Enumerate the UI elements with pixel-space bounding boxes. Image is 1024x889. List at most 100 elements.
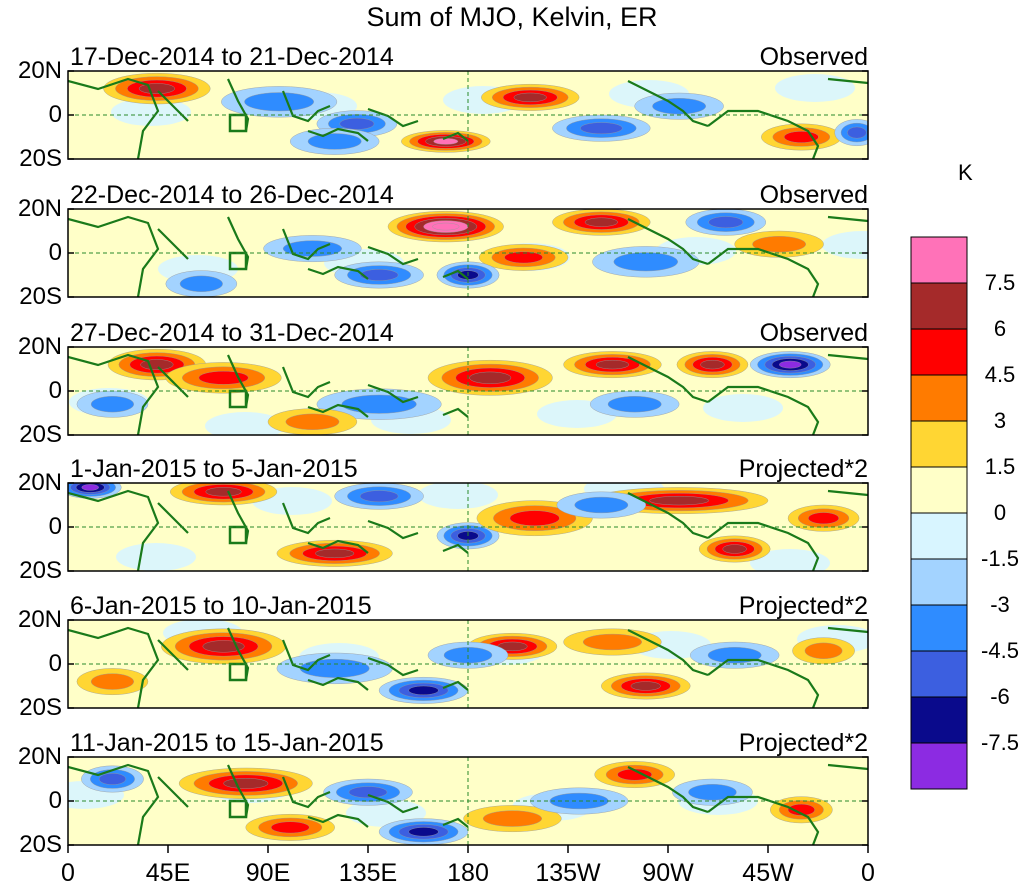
anomaly-contour bbox=[700, 360, 725, 370]
anomaly-contour bbox=[339, 117, 375, 130]
anomaly-contour bbox=[787, 803, 815, 816]
coastline bbox=[707, 247, 820, 297]
anomaly-contour bbox=[205, 487, 242, 497]
anomaly-contour bbox=[513, 92, 547, 103]
y-axis-label: 20N bbox=[17, 469, 62, 496]
panel-label: Observed bbox=[759, 319, 868, 347]
colorbar-swatch bbox=[910, 466, 968, 514]
colorbar-unit: K bbox=[958, 160, 973, 185]
anomaly-background-blob bbox=[429, 757, 509, 784]
colorbar-level-label: -7.5 bbox=[981, 730, 1019, 755]
panel-label: Projected*2 bbox=[738, 729, 868, 757]
coastline bbox=[827, 626, 868, 634]
anomaly-contour bbox=[722, 544, 747, 554]
colorbar-level-label: 4.5 bbox=[984, 362, 1016, 387]
anomaly-contour bbox=[348, 786, 388, 799]
coastline bbox=[157, 776, 189, 808]
anomaly-contour bbox=[617, 768, 653, 781]
colorbar-swatch bbox=[910, 742, 968, 790]
anomaly-contour bbox=[808, 512, 839, 525]
panel-date-range: 22-Dec-2014 to 26-Dec-2014 bbox=[70, 181, 394, 209]
anomaly-background-blob bbox=[116, 543, 196, 571]
anomaly-contour bbox=[630, 681, 661, 691]
colorbar-swatch bbox=[910, 374, 968, 422]
coastline bbox=[367, 519, 419, 540]
coastline bbox=[281, 228, 331, 261]
coastline bbox=[827, 763, 868, 771]
coastline bbox=[442, 680, 469, 691]
anomaly-background-blob bbox=[216, 686, 296, 708]
colorbar-level-label: 3 bbox=[993, 408, 1007, 433]
y-axis-label: 0 bbox=[48, 787, 62, 814]
anomaly-contour bbox=[652, 98, 706, 115]
anomaly-contour bbox=[708, 216, 744, 229]
anomaly-contour bbox=[504, 251, 543, 264]
anomaly-background-blob bbox=[703, 394, 783, 422]
anomaly-contour bbox=[81, 484, 99, 491]
coastline bbox=[68, 353, 160, 435]
coastline bbox=[367, 793, 419, 814]
coastline bbox=[707, 385, 820, 435]
panel-label: Projected*2 bbox=[738, 592, 868, 620]
anomaly-contour bbox=[688, 784, 737, 801]
coastline bbox=[281, 366, 331, 399]
coastline bbox=[707, 109, 820, 159]
y-axis-label: 20S bbox=[19, 694, 62, 721]
anomaly-background-blob bbox=[761, 824, 841, 845]
y-axis-label: 20S bbox=[19, 831, 62, 858]
colorbar-level-label: 6 bbox=[993, 316, 1007, 341]
y-axis-label: 20N bbox=[17, 333, 62, 360]
anomaly-contour bbox=[649, 496, 709, 506]
anomaly-contour bbox=[432, 222, 460, 231]
colorbar-swatch bbox=[910, 604, 968, 652]
x-axis-label: 90E bbox=[245, 859, 291, 887]
y-axis-label: 20S bbox=[19, 145, 62, 172]
coastline bbox=[627, 218, 709, 266]
map-panel bbox=[67, 346, 869, 436]
anomaly-contour bbox=[285, 413, 340, 430]
anomaly-contour bbox=[607, 396, 662, 413]
coastline bbox=[707, 658, 820, 708]
anomaly-background-blob bbox=[667, 512, 747, 540]
anomaly-background-blob bbox=[68, 506, 113, 534]
coastline bbox=[442, 543, 469, 554]
anomaly-contour bbox=[244, 92, 314, 112]
anomaly-contour bbox=[341, 394, 417, 414]
coastline bbox=[68, 626, 160, 708]
coastline bbox=[281, 502, 331, 535]
colorbar-swatch bbox=[910, 696, 968, 744]
anomaly-contour bbox=[408, 685, 439, 696]
y-axis-label: 0 bbox=[48, 650, 62, 677]
colorbar-level-label: 7.5 bbox=[984, 270, 1016, 295]
coastline bbox=[627, 492, 709, 540]
coastline bbox=[442, 131, 469, 142]
colorbar-swatch bbox=[910, 420, 968, 468]
coastline bbox=[157, 366, 189, 398]
panel-date-range: 6-Jan-2015 to 10-Jan-2015 bbox=[70, 592, 372, 620]
coastline bbox=[627, 629, 709, 677]
colorbar-level-label: 0 bbox=[993, 500, 1007, 525]
x-axis-label: 90W bbox=[642, 859, 694, 887]
map-panel bbox=[67, 70, 869, 160]
panel-date-range: 1-Jan-2015 to 5-Jan-2015 bbox=[70, 455, 358, 483]
colorbar-level-label: -4.5 bbox=[981, 638, 1019, 663]
coastline bbox=[367, 383, 419, 404]
y-axis-label: 20N bbox=[17, 743, 62, 770]
coastline bbox=[307, 676, 369, 691]
anomaly-background-blob bbox=[714, 668, 794, 696]
coastline bbox=[442, 407, 469, 418]
coastline bbox=[442, 269, 469, 280]
coastline bbox=[157, 90, 189, 122]
anomaly-contour bbox=[179, 275, 223, 292]
coastline bbox=[827, 353, 868, 361]
colorbar-swatch bbox=[910, 236, 968, 284]
coastline bbox=[157, 502, 189, 534]
y-axis-label: 0 bbox=[48, 513, 62, 540]
coastline bbox=[281, 90, 331, 123]
anomaly-contour bbox=[580, 122, 623, 135]
anomaly-contour bbox=[804, 642, 843, 659]
x-axis-label: 0 bbox=[61, 859, 75, 887]
colorbar-level-label: -3 bbox=[990, 592, 1010, 617]
y-axis-label: 20S bbox=[19, 557, 62, 584]
coastline bbox=[367, 656, 419, 677]
